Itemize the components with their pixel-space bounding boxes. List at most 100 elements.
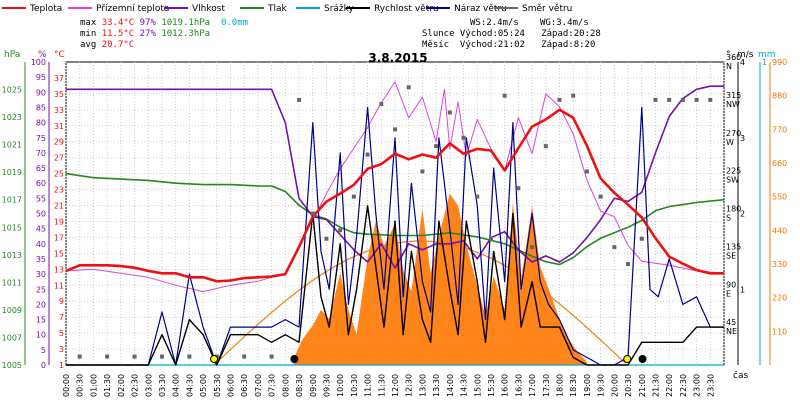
stats-avg-temp: 20.7°C	[101, 40, 135, 50]
tick-pressure: 1013	[2, 251, 22, 260]
tick-humidity: 45	[36, 225, 46, 234]
tick-wind-direction: 360	[726, 53, 741, 62]
tick-temperature: 23	[54, 186, 64, 195]
tick-wind-direction-label: NW	[726, 100, 740, 109]
tick-time: 00:30	[76, 374, 85, 397]
tick-time: 13:00	[418, 374, 427, 397]
tick-solar: 550	[772, 193, 787, 202]
legend-label: Náraz větru	[454, 4, 507, 14]
wind-dir-point	[667, 97, 672, 102]
tick-pressure: 1025	[2, 86, 22, 95]
tick-time: 21:00	[638, 374, 647, 397]
wind-dir-point	[420, 169, 425, 174]
tick-time: 20:00	[610, 374, 619, 397]
wind-dir-point	[639, 236, 644, 241]
tick-time: 15:30	[487, 374, 496, 397]
tick-wind-speed: 1	[740, 285, 745, 294]
axis-unit-wind-direction: °	[726, 50, 731, 60]
wind-dir-point	[626, 262, 631, 266]
wind-dir-point	[694, 97, 699, 102]
tick-humidity: 95	[36, 73, 46, 82]
tick-humidity: 15	[36, 316, 46, 325]
tick-time: 10:30	[350, 374, 359, 397]
tick-pressure: 1019	[2, 168, 22, 177]
tick-humidity: 80	[36, 119, 46, 128]
tick-time: 05:00	[199, 374, 208, 397]
wind-dir-point	[680, 97, 685, 102]
stats-max-rain: 0.0mm	[220, 18, 249, 28]
tick-time: 04:00	[172, 374, 181, 397]
wind-dir-point	[461, 135, 466, 140]
wind-dir-point	[571, 93, 576, 98]
tick-solar: 770	[772, 125, 787, 134]
tick-humidity: 75	[36, 134, 46, 143]
stats-max-hum: 97%	[139, 18, 156, 28]
wind-dir-point	[530, 245, 535, 250]
info-ws: WS:2.4m/s	[470, 18, 519, 28]
wind-dir-point	[351, 194, 356, 199]
info-sun: Slunce Východ:05:24 Západ:20:28	[422, 29, 601, 39]
tick-temperature: 37	[54, 74, 64, 83]
tick-temperature: 9	[59, 297, 64, 306]
tick-time: 23:30	[706, 374, 715, 397]
stats-min-label: min	[80, 29, 97, 39]
tick-humidity: 35	[36, 255, 46, 264]
stats-avg-row: avg 20.7°C	[80, 40, 134, 50]
tick-humidity: 100	[31, 58, 46, 67]
tick-humidity: 0	[41, 361, 46, 370]
tick-humidity: 40	[36, 240, 46, 249]
tick-time: 21:30	[651, 374, 660, 397]
wind-dir-point	[269, 354, 274, 359]
tick-temperature: 7	[59, 313, 64, 322]
wind-dir-point	[324, 236, 329, 241]
wind-dir-point	[338, 228, 343, 233]
wind-dir-point	[598, 194, 603, 199]
tick-time: 23:00	[693, 374, 702, 397]
wind-dir-point	[543, 144, 548, 149]
tick-time: 14:00	[446, 374, 455, 397]
wind-dir-point	[297, 97, 302, 102]
stats-min-temp: 11.5°C	[101, 29, 135, 39]
solar-area	[293, 193, 587, 365]
stats-max-label: max	[80, 18, 97, 28]
stats-max-temp: 33.4°C	[101, 18, 135, 28]
tick-wind-direction: 315	[726, 91, 741, 100]
wind-dir-point	[77, 354, 82, 359]
sunset-marker	[623, 355, 632, 363]
tick-wind-speed: 4	[740, 58, 745, 67]
wind-dir-point	[310, 211, 315, 216]
wind-dir-point	[132, 354, 137, 359]
wind-dir-point	[708, 97, 713, 102]
tick-temperature: 31	[54, 122, 64, 131]
series-wind	[66, 205, 724, 366]
tick-humidity: 60	[36, 179, 46, 188]
tick-temperature: 5	[59, 329, 64, 338]
tick-temperature: 33	[54, 106, 64, 115]
tick-humidity: 25	[36, 285, 46, 294]
series-ground_temp	[65, 81, 725, 293]
tick-wind-direction-label: W	[726, 138, 734, 147]
tick-time: 08:00	[281, 374, 290, 397]
stats-min-hum: 27%	[139, 29, 156, 39]
tick-time: 07:30	[268, 374, 277, 397]
tick-solar: 440	[772, 226, 787, 235]
axis-unit-humidity: %	[38, 50, 47, 60]
axis-label-time: čas	[733, 370, 748, 381]
wind-dir-point	[393, 127, 397, 132]
tick-solar: 880	[772, 92, 787, 101]
tick-time: 00:00	[62, 374, 71, 397]
tick-time: 12:00	[391, 374, 400, 397]
tick-time: 06:00	[227, 374, 236, 397]
wind-dir-point	[612, 245, 617, 250]
tick-pressure: 1015	[2, 223, 22, 232]
tick-temperature: 27	[54, 154, 64, 163]
legend-label: Rychlost větru	[374, 4, 439, 14]
tick-time: 11:30	[377, 374, 386, 397]
axis-unit-pressure: hPa	[4, 50, 20, 60]
tick-time: 06:30	[240, 374, 249, 397]
legend-label: Tlak	[267, 4, 288, 14]
tick-temperature: 35	[54, 90, 64, 99]
tick-solar: 110	[772, 327, 787, 336]
tick-temperature: 17	[54, 233, 64, 242]
